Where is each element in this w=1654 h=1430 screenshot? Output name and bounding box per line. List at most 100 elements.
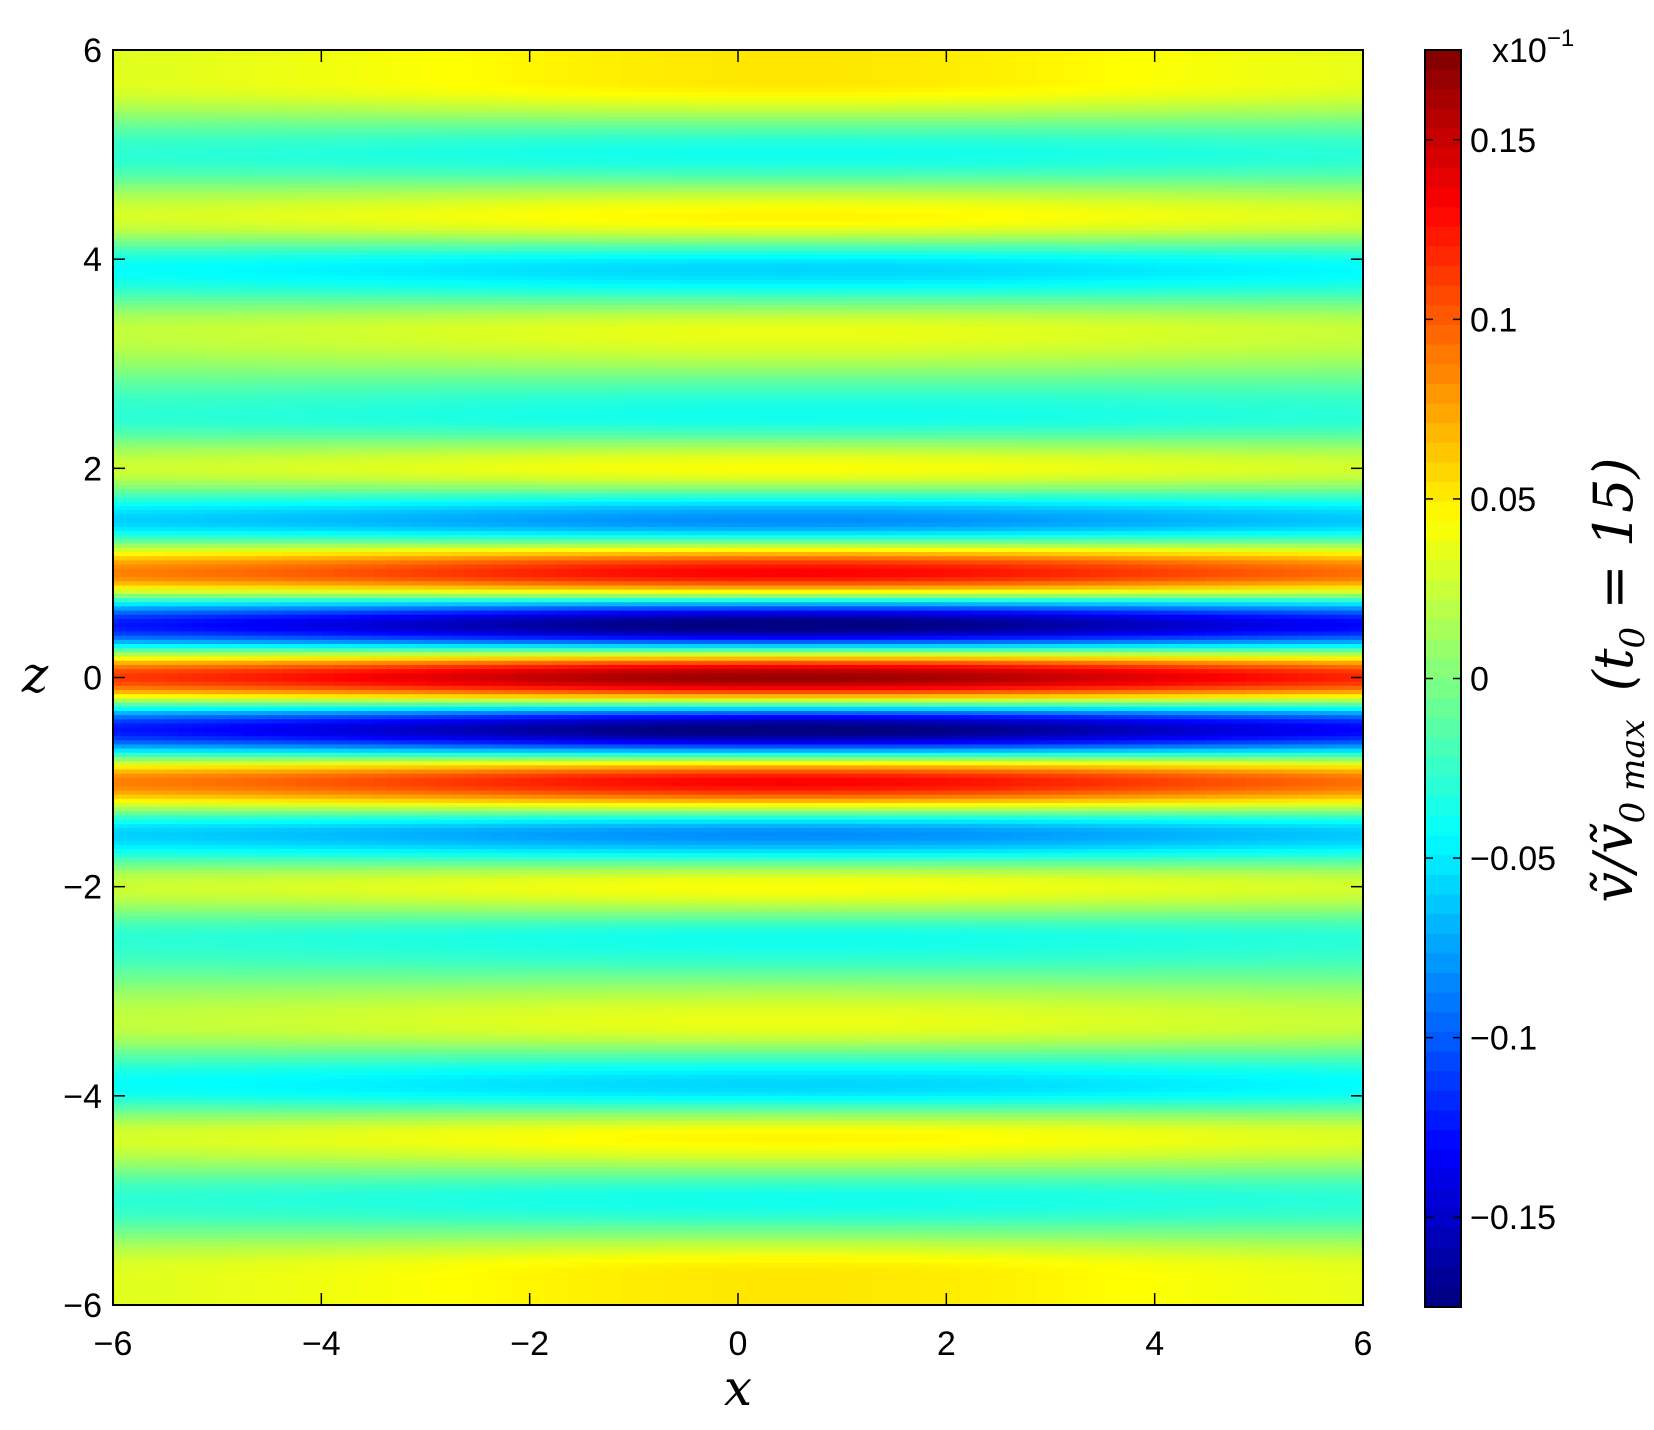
heatmap-cell (347, 50, 362, 55)
heatmap-cell (659, 100, 674, 106)
heatmap-cell (464, 129, 479, 135)
heatmap-cell (1024, 70, 1039, 76)
heatmap-cell (451, 167, 466, 173)
heatmap-cell (1128, 54, 1143, 60)
heatmap-cell (803, 66, 817, 72)
heatmap-cell (360, 167, 375, 173)
heatmap-cell (959, 87, 974, 93)
heatmap-cell (1154, 104, 1169, 110)
heatmap-cell (581, 54, 596, 60)
heatmap-cell (1232, 112, 1247, 118)
heatmap-cell (1232, 66, 1247, 72)
heatmap-cell (295, 125, 310, 131)
heatmap-cell (269, 112, 284, 118)
heatmap-cell (711, 50, 726, 55)
heatmap-cell (633, 154, 648, 160)
heatmap-cell (1336, 96, 1351, 101)
heatmap-cell (1258, 70, 1273, 76)
heatmap-cell (334, 66, 349, 72)
heatmap-cell (777, 70, 791, 76)
heatmap-cell (907, 87, 922, 93)
heatmap-cell (1219, 129, 1234, 135)
heatmap-cell (972, 62, 987, 68)
heatmap-cell (451, 104, 466, 110)
heatmap-cell (829, 91, 843, 97)
heatmap-cell (1141, 154, 1156, 160)
heatmap-cell (829, 162, 843, 168)
heatmap-cell (738, 150, 752, 156)
heatmap-cell (959, 162, 974, 168)
heatmap-cell (191, 62, 205, 68)
heatmap-cell (620, 108, 635, 114)
heatmap-cell (985, 58, 1000, 64)
heatmap-cell (568, 54, 583, 60)
heatmap-cell (1141, 50, 1156, 55)
heatmap-cell (1050, 79, 1065, 85)
heatmap-cell (1102, 104, 1117, 110)
heatmap-cell (568, 87, 583, 93)
heatmap-cell (881, 142, 896, 148)
heatmap-cell (1284, 62, 1299, 68)
heatmap-cell (113, 66, 127, 72)
heatmap-cell (764, 137, 778, 143)
heatmap-cell (1011, 112, 1026, 118)
heatmap-cell (1284, 79, 1299, 85)
heatmap-cell (243, 137, 258, 143)
heatmap-cell (399, 121, 414, 127)
heatmap-cell (1245, 104, 1260, 110)
heatmap-cell (425, 108, 440, 114)
heatmap-cell (165, 142, 179, 148)
heatmap-cell (126, 91, 140, 97)
heatmap-cell (607, 96, 622, 101)
heatmap-cell (1128, 58, 1143, 64)
heatmap-cell (1037, 58, 1052, 64)
heatmap-cell (451, 100, 466, 106)
heatmap-cell (360, 100, 375, 106)
heatmap-cell (1089, 158, 1104, 164)
heatmap-cell (1297, 125, 1312, 131)
heatmap-cell (1297, 96, 1312, 101)
heatmap-cell (711, 121, 726, 127)
heatmap-cell (751, 75, 765, 81)
heatmap-cell (946, 79, 961, 85)
heatmap-cell (998, 158, 1013, 164)
heatmap-cell (1310, 104, 1325, 110)
heatmap-cell (907, 154, 922, 160)
heatmap-cell (477, 54, 492, 60)
heatmap-cell (881, 75, 896, 81)
heatmap-cell (1323, 108, 1338, 114)
heatmap-cell (894, 154, 909, 160)
heatmap-cell (360, 116, 375, 122)
heatmap-cell (1154, 162, 1169, 168)
heatmap-cell (581, 66, 596, 72)
heatmap-cell (894, 150, 909, 156)
heatmap-cell (269, 167, 284, 173)
heatmap-cell (412, 50, 427, 55)
heatmap-cell (581, 50, 596, 55)
heatmap-cell (1219, 137, 1234, 143)
heatmap-cell (790, 54, 804, 60)
heatmap-cell (230, 158, 245, 164)
heatmap-cell (1141, 75, 1156, 81)
heatmap-cell (1024, 75, 1039, 81)
heatmap-cell (451, 142, 466, 148)
heatmap-cell (399, 50, 414, 55)
heatmap-cell (425, 58, 440, 64)
heatmap-cell (568, 112, 583, 118)
heatmap-cell (1245, 121, 1260, 127)
heatmap-cell (464, 104, 479, 110)
heatmap-cell (425, 150, 440, 156)
heatmap-cell (243, 54, 258, 60)
heatmap-cell (881, 54, 896, 60)
heatmap-cell (1076, 129, 1091, 135)
heatmap-cell (933, 75, 948, 81)
heatmap-cell (256, 108, 271, 114)
heatmap-cell (191, 70, 205, 76)
heatmap-cell (1258, 116, 1273, 122)
heatmap-cell (529, 121, 544, 127)
heatmap-cell (1219, 87, 1234, 93)
heatmap-cell (946, 83, 961, 89)
heatmap-cell (1284, 150, 1299, 156)
heatmap-cell (724, 162, 739, 168)
heatmap-cell (1310, 87, 1325, 93)
